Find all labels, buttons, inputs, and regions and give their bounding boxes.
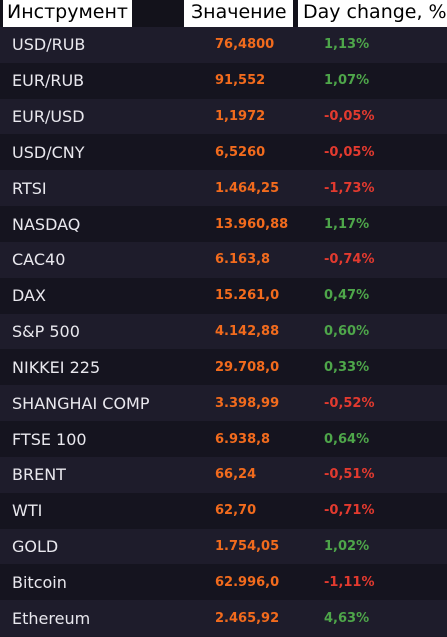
- instrument-name: Bitcoin: [12, 572, 67, 592]
- day-change-value: 4,63%: [324, 610, 370, 626]
- instrument-name: SHANGHAI COMP: [12, 393, 150, 413]
- instrument-value: 13.960,88: [215, 216, 289, 232]
- day-change-value: -0,74%: [324, 252, 375, 268]
- day-change-value: -0,52%: [324, 395, 375, 411]
- table-row[interactable]: EUR/USD 1,1972 -0,05%: [0, 98, 447, 135]
- day-change-value: 0,47%: [324, 288, 370, 304]
- instrument-name: S&P 500: [12, 322, 80, 342]
- instrument-value: 15.261,0: [215, 288, 280, 304]
- day-change-value: 1,02%: [324, 539, 370, 554]
- instrument-name: RTSI: [12, 178, 47, 198]
- instrument-value: 91,552: [215, 73, 266, 89]
- day-change-value: -1,73%: [324, 180, 375, 196]
- instrument-value: 1,1972: [215, 109, 266, 125]
- table-row[interactable]: Ethereum 2.465,92 4,63%: [0, 600, 447, 637]
- instrument-value: 6.938,8: [215, 431, 271, 447]
- instrument-value: 62.996,0: [215, 574, 280, 590]
- table-row[interactable]: NASDAQ 13.960,88 1,17%: [0, 206, 447, 242]
- day-change-value: -1,11%: [324, 574, 375, 590]
- instrument-value: 2.465,92: [215, 610, 280, 626]
- table-row[interactable]: FTSE 100 6.938,8 0,64%: [0, 421, 447, 457]
- day-change-value: 1,17%: [324, 216, 370, 232]
- table-row[interactable]: RTSI 1.464,25 -1,73%: [0, 170, 447, 207]
- day-change-value: 1,13%: [324, 37, 370, 53]
- table-row[interactable]: BRENT 66,24 -0,51%: [0, 456, 447, 493]
- instrument-value: 3.398,99: [215, 395, 280, 411]
- instrument-name: EUR/USD: [12, 107, 85, 127]
- instrument-name: Ethereum: [12, 608, 91, 628]
- day-change-value: 1,07%: [324, 73, 370, 89]
- instrument-name: USD/RUB: [12, 35, 86, 55]
- instrument-name: USD/CNY: [12, 142, 85, 162]
- instrument-value: 1.464,25: [215, 180, 280, 196]
- day-change-value: -0,05%: [324, 144, 375, 160]
- quotes-table-body: USD/RUB 76,4800 1,13% EUR/RUB 91,552 1,07% EUR…: [0, 27, 447, 637]
- header-instrument[interactable]: Инструмент: [3, 0, 132, 27]
- instrument-name: DAX: [12, 286, 46, 306]
- instrument-name: WTI: [12, 501, 43, 521]
- day-change-value: -0,71%: [324, 503, 375, 519]
- instrument-name: NASDAQ: [12, 214, 81, 234]
- table-row[interactable]: USD/CNY 6,5260 -0,05%: [0, 134, 447, 171]
- header-value[interactable]: Значение: [184, 0, 293, 27]
- table-row[interactable]: WTI 62,70 -0,71%: [0, 492, 447, 529]
- instrument-name: CAC40: [12, 250, 66, 270]
- instrument-value: 4.142,88: [215, 324, 280, 340]
- day-change-value: 0,33%: [324, 359, 370, 375]
- instrument-name: GOLD: [12, 537, 59, 556]
- instrument-value: 76,4800: [215, 37, 275, 53]
- instrument-value: 62,70: [215, 503, 257, 519]
- header-day-change[interactable]: Day change, %: [298, 0, 447, 27]
- table-row[interactable]: DAX 15.261,0 0,47%: [0, 277, 447, 314]
- table-row[interactable]: SHANGHAI COMP 3.398,99 -0,52%: [0, 385, 447, 422]
- table-row[interactable]: S&P 500 4.142,88 0,60%: [0, 313, 447, 350]
- instrument-value: 6,5260: [215, 144, 266, 160]
- table-row[interactable]: USD/RUB 76,4800 1,13%: [0, 27, 447, 63]
- table-row[interactable]: Bitcoin 62.996,0 -1,11%: [0, 564, 447, 601]
- instrument-name: FTSE 100: [12, 429, 87, 449]
- day-change-value: -0,51%: [324, 467, 375, 483]
- day-change-value: 0,60%: [324, 324, 370, 340]
- day-change-value: -0,05%: [324, 109, 375, 125]
- instrument-name: NIKKEI 225: [12, 357, 101, 377]
- table-header: Инструмент Значение Day change, %: [0, 0, 447, 27]
- instrument-name: EUR/RUB: [12, 71, 85, 91]
- instrument-value: 6.163,8: [215, 252, 271, 268]
- table-row[interactable]: NIKKEI 225 29.708,0 0,33%: [0, 349, 447, 386]
- table-row[interactable]: EUR/RUB 91,552 1,07%: [0, 62, 447, 99]
- instrument-value: 29.708,0: [215, 359, 280, 375]
- instrument-value: 66,24: [215, 467, 257, 483]
- table-row[interactable]: CAC40 6.163,8 -0,74%: [0, 241, 447, 278]
- table-row[interactable]: GOLD 1.754,05 1,02%: [0, 528, 447, 565]
- instrument-value: 1.754,05: [215, 539, 280, 554]
- instrument-name: BRENT: [12, 465, 66, 485]
- day-change-value: 0,64%: [324, 431, 370, 447]
